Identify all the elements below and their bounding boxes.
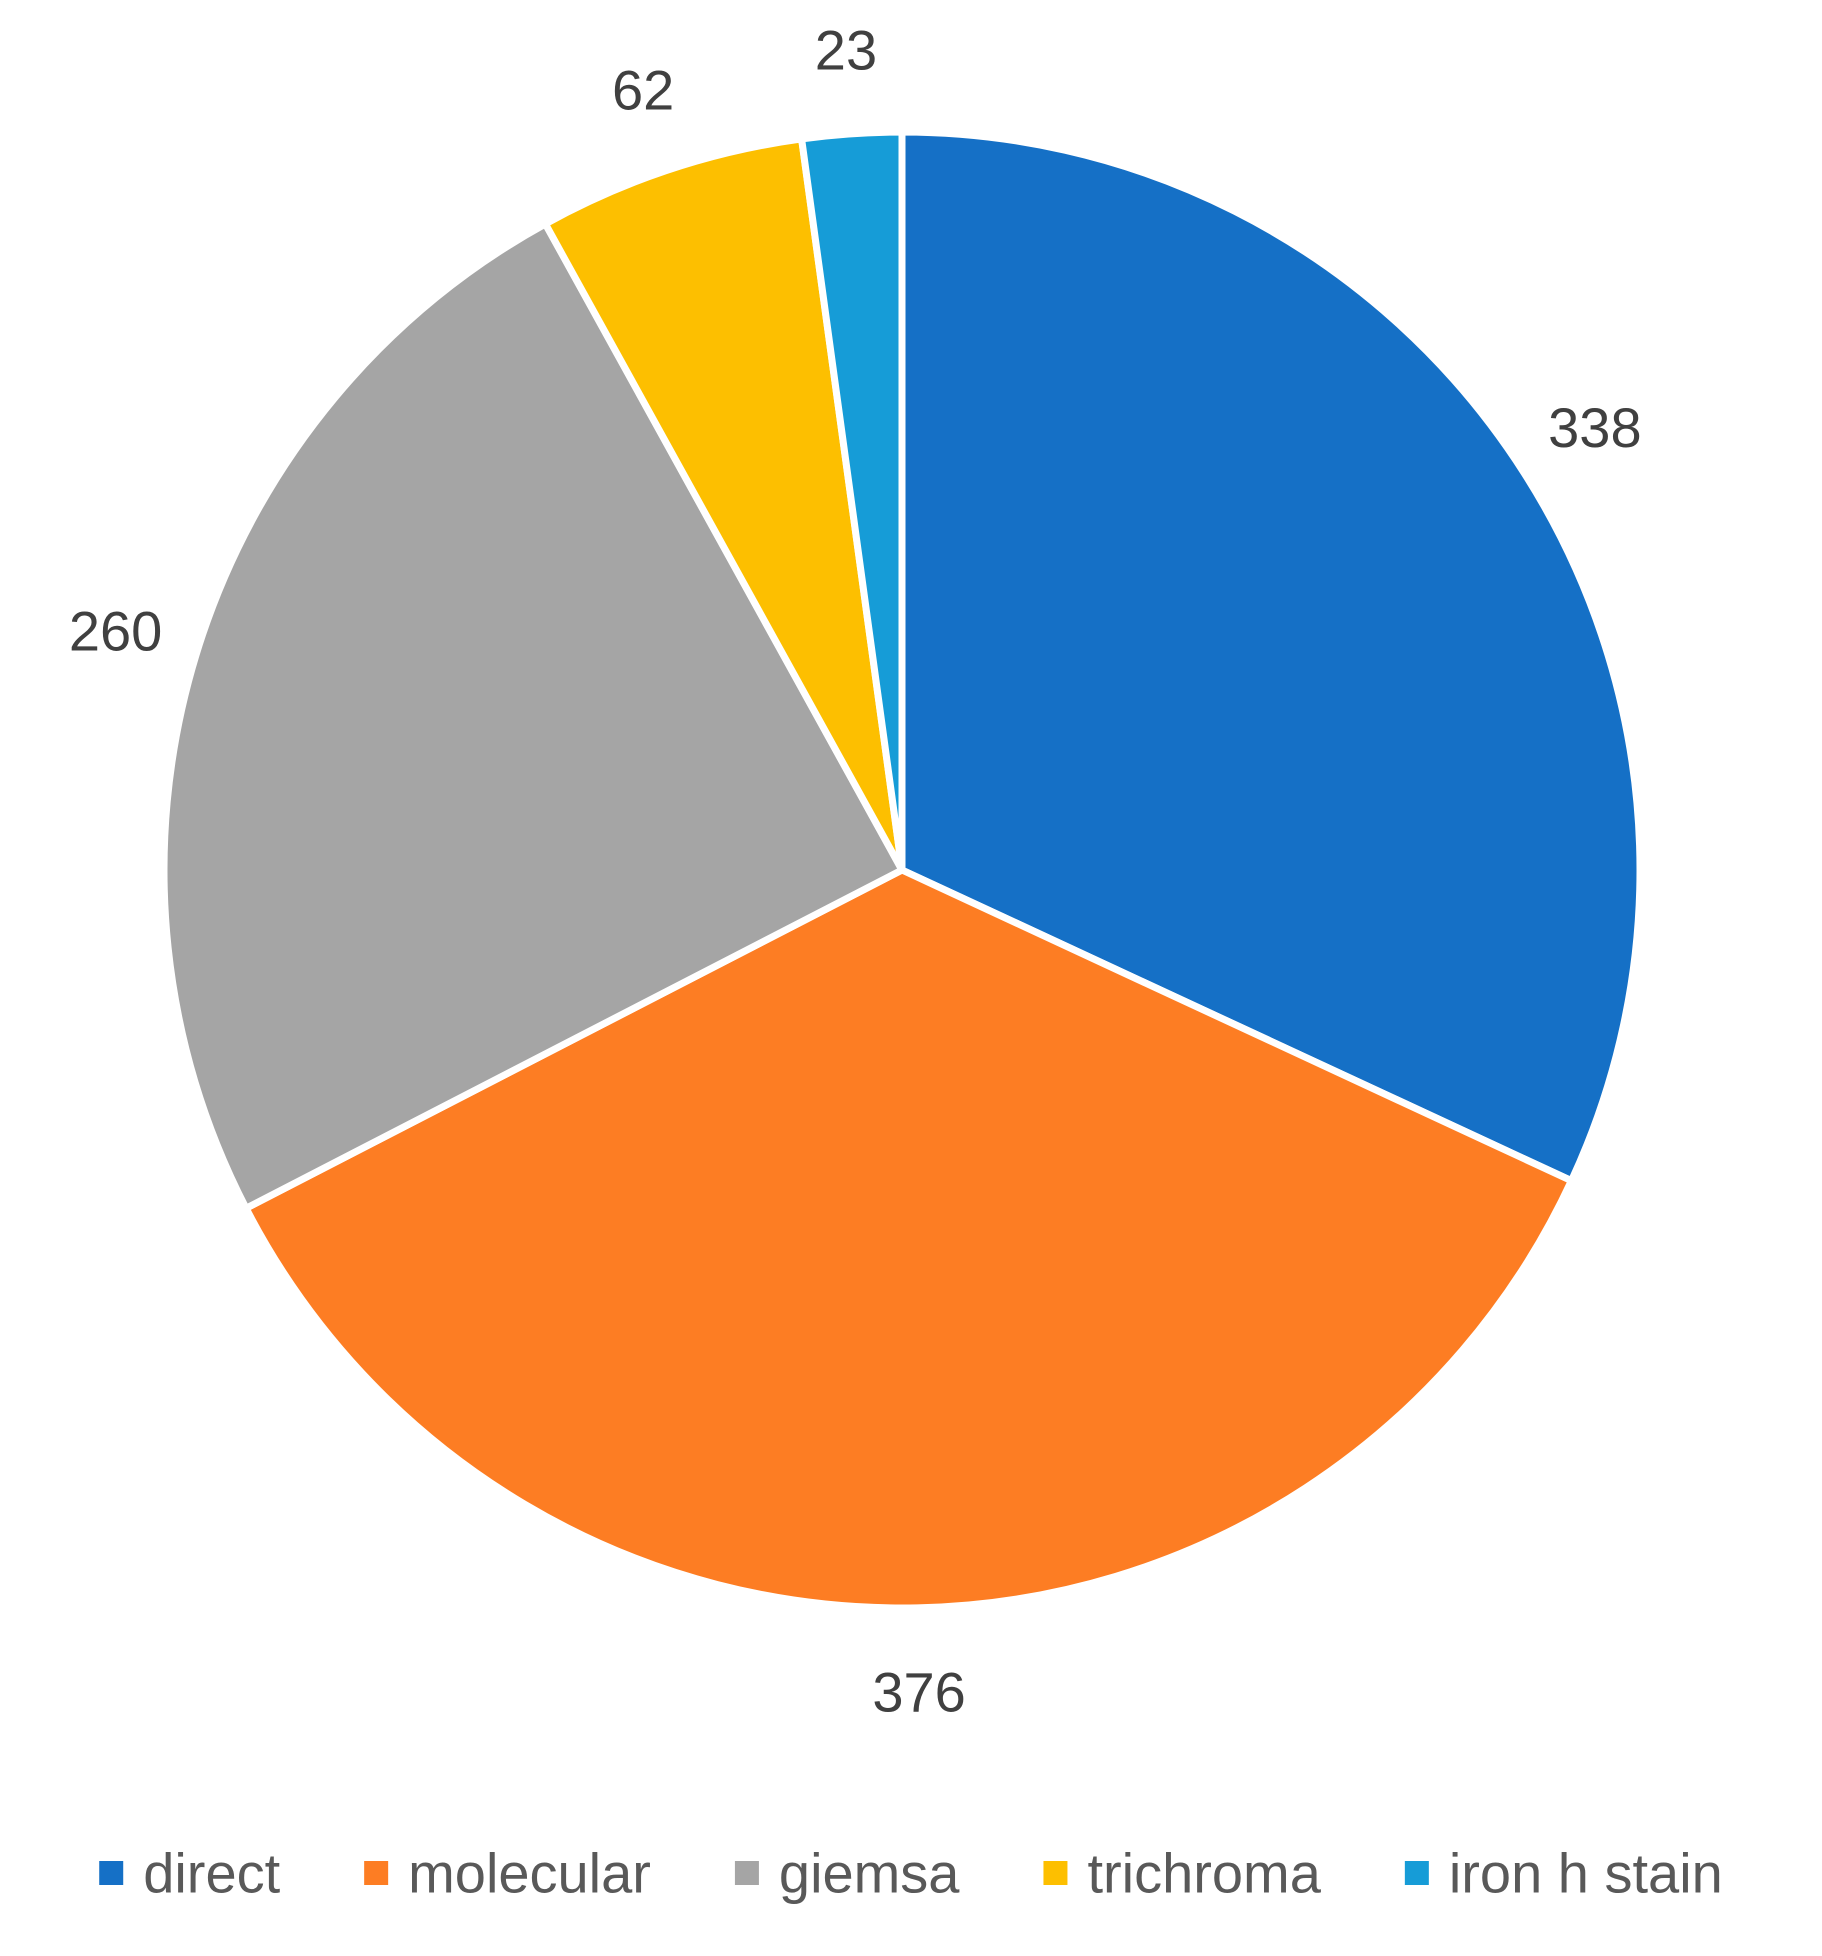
legend-swatch-direct — [99, 1861, 124, 1885]
legend-swatch-iron-h-stain — [1404, 1861, 1429, 1885]
pie-slice-trichroma — [541, 135, 906, 874]
data-label-trichroma: 62 — [612, 58, 674, 121]
data-label-direct: 338 — [1548, 396, 1641, 459]
legend-item-molecular: molecular — [364, 1842, 651, 1905]
legend-item-trichroma: trichroma — [1043, 1842, 1322, 1905]
legend-label-giemsa: giemsa — [779, 1842, 960, 1905]
pie-slice-direct — [898, 128, 1644, 1185]
legend-label-direct: direct — [143, 1842, 280, 1905]
legend-swatch-giemsa — [734, 1861, 759, 1885]
legend-item-giemsa: giemsa — [734, 1842, 960, 1905]
pie-slice-molecular — [242, 866, 1575, 1612]
pie-slice-giemsa — [160, 220, 906, 1212]
legend-label-trichroma: trichroma — [1087, 1842, 1321, 1905]
legend-label-molecular: molecular — [408, 1842, 651, 1905]
pie-slices — [160, 128, 1644, 1612]
legend-label-iron-h-stain: iron h stain — [1449, 1842, 1723, 1905]
data-label-iron-h-stain: 23 — [815, 18, 877, 81]
data-labels: 338 376 260 62 23 — [69, 18, 1642, 1723]
legend-swatch-molecular — [364, 1861, 389, 1885]
legend: direct molecular giemsa trichroma iron h sta… — [99, 1842, 1723, 1905]
data-label-molecular: 376 — [872, 1660, 965, 1723]
legend-item-iron-h-stain: iron h stain — [1404, 1842, 1723, 1905]
data-label-giemsa: 260 — [69, 599, 162, 662]
legend-item-direct: direct — [99, 1842, 281, 1905]
legend-swatch-trichroma — [1043, 1861, 1068, 1885]
pie-slice-iron-h-stain — [798, 128, 906, 874]
